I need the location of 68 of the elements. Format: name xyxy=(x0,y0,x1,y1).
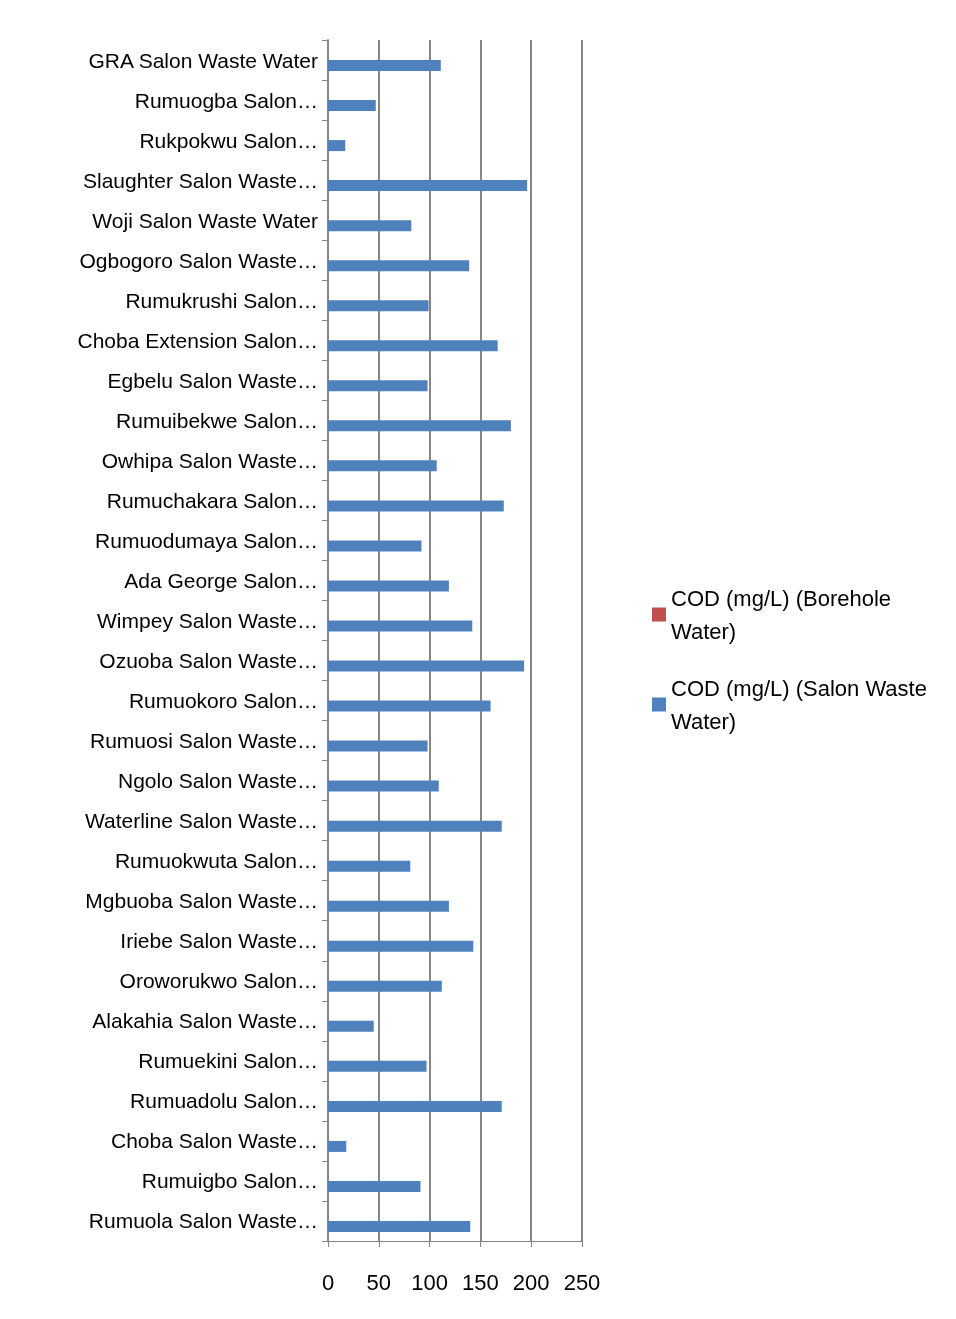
y-tick-label: Waterline Salon Waste… xyxy=(84,809,318,833)
y-tick-label: Rumuokwuta Salon… xyxy=(114,849,318,873)
y-tick-label: Rumuodumaya Salon… xyxy=(95,528,318,552)
bar xyxy=(328,220,412,232)
bar xyxy=(328,380,428,392)
bar xyxy=(328,1020,374,1032)
x-tick-label: 100 xyxy=(411,1269,448,1295)
y-tick-label: Rukpokwu Salon… xyxy=(139,128,318,152)
x-tick-label: 150 xyxy=(462,1269,499,1295)
bar xyxy=(328,820,502,832)
y-tick-label: Ogbogoro Salon Waste… xyxy=(79,248,318,272)
x-tick-label: 50 xyxy=(366,1269,392,1295)
bar xyxy=(328,260,470,272)
bar xyxy=(328,460,437,472)
y-tick-label: Rumuosi Salon Waste… xyxy=(90,729,318,753)
y-tick-label: Ada George Salon… xyxy=(124,568,318,592)
y-tick-label: Choba Salon Waste… xyxy=(111,1129,318,1153)
y-tick-label: Alakahia Salon Waste… xyxy=(92,1009,318,1033)
y-tick-label: Rumuchakara Salon… xyxy=(106,488,318,512)
y-tick-label: Rumuokoro Salon… xyxy=(128,689,318,713)
y-tick-label: Iriebe Salon Waste… xyxy=(120,929,318,953)
y-tick-label: Mgbuoba Salon Waste… xyxy=(85,889,318,913)
bar xyxy=(328,620,473,632)
x-tick-label: 250 xyxy=(563,1269,601,1295)
bar xyxy=(328,60,441,72)
y-tick-label: Rumuibekwe Salon… xyxy=(116,408,318,432)
bar xyxy=(328,500,504,512)
bar xyxy=(328,180,528,192)
bar xyxy=(328,340,498,352)
bar xyxy=(328,300,429,312)
y-tick-label: Rumuogba Salon… xyxy=(134,88,318,112)
bar xyxy=(328,740,428,752)
y-tick-label: Owhipa Salon Waste… xyxy=(101,448,318,472)
y-tick-label: Oroworukwo Salon… xyxy=(119,969,318,993)
y-tick-label: Rumukrushi Salon… xyxy=(125,288,318,312)
y-tick-label: Rumuigbo Salon… xyxy=(141,1169,318,1193)
bar xyxy=(328,100,376,112)
y-tick-label: Rumuola Salon Waste… xyxy=(88,1209,318,1233)
bar xyxy=(328,1180,421,1192)
bar xyxy=(328,1220,471,1232)
legend-label: COD (mg/L) (Borehole Water) xyxy=(671,585,898,644)
y-tick-label: Rumuadolu Salon… xyxy=(130,1089,318,1113)
bar xyxy=(328,540,422,552)
y-tick-label: Egbelu Salon Waste… xyxy=(107,368,318,392)
y-tick-label: Woji Salon Waste Water xyxy=(92,208,318,232)
y-tick-label: GRA Salon Waste Water xyxy=(88,48,318,72)
bar xyxy=(328,1060,427,1072)
y-tick-label: Slaughter Salon Waste… xyxy=(82,168,318,192)
x-tick-label: 0 xyxy=(321,1269,335,1295)
y-tick-label: Wimpey Salon Waste… xyxy=(97,608,318,632)
bar xyxy=(328,860,411,872)
x-tick-label: 200 xyxy=(512,1269,550,1295)
bar xyxy=(328,700,491,712)
bar xyxy=(328,580,449,592)
bar xyxy=(328,900,449,912)
bar xyxy=(328,660,525,672)
bar xyxy=(328,420,511,432)
bar xyxy=(328,940,474,952)
bar xyxy=(328,140,346,152)
y-tick-label: Ngolo Salon Waste… xyxy=(118,769,318,793)
y-tick-label: Choba Extension Salon… xyxy=(77,328,318,352)
legend-label: COD (mg/L) (Salon Waste Water) xyxy=(671,675,934,734)
y-tick-label: Rumuekini Salon… xyxy=(138,1049,318,1073)
y-tick-label: Ozuoba Salon Waste… xyxy=(99,649,318,673)
bar xyxy=(328,780,439,792)
bar xyxy=(328,1140,347,1152)
bar xyxy=(328,980,442,992)
bar xyxy=(328,1100,502,1112)
